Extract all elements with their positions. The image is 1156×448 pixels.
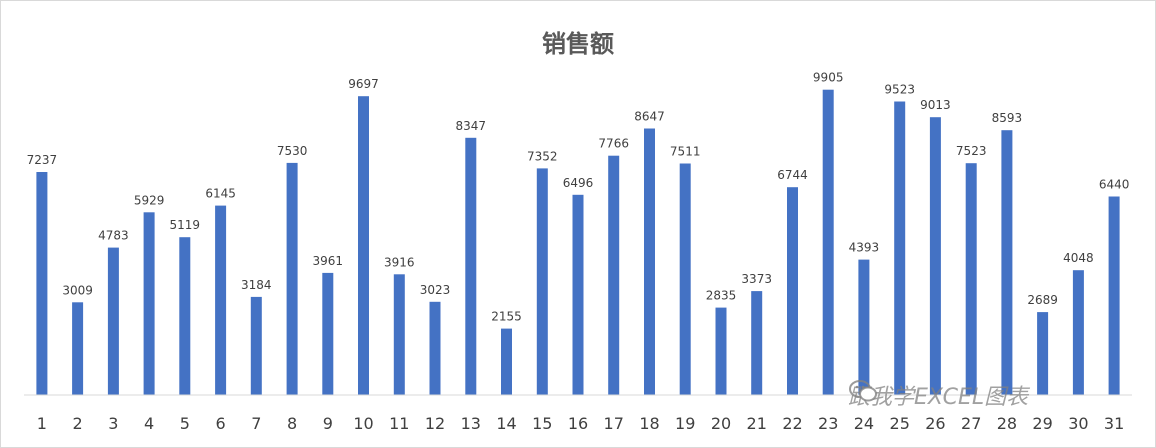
x-tick-30: 30 — [1068, 414, 1088, 433]
bar-2 — [72, 302, 84, 395]
x-tick-5: 5 — [180, 414, 190, 433]
x-tick-23: 23 — [818, 414, 838, 433]
x-tick-9: 9 — [323, 414, 333, 433]
bar-19 — [679, 163, 691, 395]
bar-28 — [1001, 130, 1013, 395]
data-label-13: 8347 — [456, 119, 487, 133]
data-label-25: 9523 — [884, 83, 915, 97]
data-label-11: 3916 — [384, 255, 415, 269]
x-tick-10: 10 — [353, 414, 373, 433]
bar-3 — [107, 247, 119, 395]
data-label-6: 6145 — [205, 187, 236, 201]
x-tick-18: 18 — [639, 414, 659, 433]
x-tick-31: 31 — [1104, 414, 1124, 433]
data-label-15: 7352 — [527, 149, 558, 163]
data-label-20: 2835 — [706, 289, 737, 303]
x-tick-16: 16 — [568, 414, 588, 433]
chart-title: 销售额 — [542, 30, 614, 58]
bar-25 — [894, 101, 906, 395]
bar-31 — [1108, 196, 1120, 395]
x-tick-15: 15 — [532, 414, 552, 433]
bar-5 — [179, 237, 191, 395]
x-tick-19: 19 — [675, 414, 695, 433]
data-label-26: 9013 — [920, 98, 951, 112]
data-label-14: 2155 — [491, 310, 522, 324]
data-label-18: 8647 — [634, 110, 665, 124]
x-tick-28: 28 — [997, 414, 1017, 433]
data-label-22: 6744 — [777, 168, 808, 182]
data-label-8: 7530 — [277, 144, 308, 158]
bars-group — [36, 89, 1120, 396]
data-label-24: 4393 — [849, 241, 880, 255]
x-tick-7: 7 — [251, 414, 261, 433]
x-tick-12: 12 — [425, 414, 445, 433]
bar-12 — [429, 301, 441, 395]
data-label-12: 3023 — [420, 283, 451, 297]
x-tick-11: 11 — [389, 414, 409, 433]
x-tick-26: 26 — [925, 414, 945, 433]
x-axis-ticks-group: 1 2 3 4 5 6 7 8 9 10 11 12 13 14 15 16 17 18 19 20 21 22 23 24 2… — [37, 414, 1124, 433]
x-tick-14: 14 — [496, 414, 516, 433]
x-tick-3: 3 — [108, 414, 118, 433]
data-label-16: 6496 — [563, 176, 594, 190]
data-label-3: 4783 — [98, 229, 129, 243]
bar-14 — [501, 328, 512, 395]
x-tick-27: 27 — [961, 414, 981, 433]
bar-17 — [608, 155, 620, 395]
data-label-4: 5929 — [134, 193, 165, 207]
data-label-10: 9697 — [348, 77, 379, 91]
bar-13 — [465, 137, 477, 396]
bar-9 — [322, 272, 334, 395]
bar-21 — [751, 291, 763, 395]
bar-15 — [536, 168, 548, 395]
data-label-21: 3373 — [741, 272, 772, 286]
bar-23 — [822, 89, 834, 395]
x-tick-8: 8 — [287, 414, 297, 433]
bar-20 — [715, 307, 727, 395]
data-labels-group: 7237 3009 4783 5929 5119 6145 3184 7530 3961 9697… — [27, 71, 1130, 324]
x-tick-25: 25 — [890, 414, 910, 433]
data-label-19: 7511 — [670, 145, 701, 159]
bar-24 — [858, 259, 870, 395]
data-label-9: 3961 — [313, 254, 344, 268]
x-tick-1: 1 — [37, 414, 47, 433]
x-tick-24: 24 — [854, 414, 874, 433]
bar-4 — [143, 212, 155, 395]
data-label-17: 7766 — [598, 137, 629, 151]
data-label-5: 5119 — [170, 218, 201, 232]
x-tick-2: 2 — [73, 414, 83, 433]
data-label-30: 4048 — [1063, 251, 1094, 265]
bar-16 — [572, 194, 584, 395]
data-label-28: 8593 — [992, 111, 1023, 125]
data-label-27: 7523 — [956, 144, 987, 158]
data-label-1: 7237 — [27, 153, 58, 167]
data-label-2: 3009 — [62, 283, 93, 297]
bar-30 — [1072, 270, 1084, 395]
data-label-7: 3184 — [241, 278, 272, 292]
x-tick-4: 4 — [144, 414, 154, 433]
data-label-23: 9905 — [813, 71, 844, 85]
x-tick-6: 6 — [216, 414, 226, 433]
x-tick-21: 21 — [747, 414, 767, 433]
bar-1 — [36, 172, 48, 395]
bar-29 — [1037, 312, 1049, 395]
bar-8 — [286, 162, 298, 395]
bar-18 — [644, 128, 655, 395]
x-tick-13: 13 — [461, 414, 481, 433]
data-label-29: 2689 — [1027, 293, 1058, 307]
x-tick-29: 29 — [1032, 414, 1052, 433]
data-label-31: 6440 — [1099, 178, 1130, 192]
bar-22 — [787, 187, 798, 395]
x-tick-20: 20 — [711, 414, 731, 433]
x-tick-17: 17 — [604, 414, 624, 433]
x-tick-22: 22 — [782, 414, 802, 433]
bar-6 — [215, 205, 227, 395]
bar-26 — [929, 117, 941, 395]
bar-7 — [250, 296, 262, 395]
bar-11 — [393, 274, 405, 395]
bar-10 — [358, 96, 369, 395]
bar-27 — [965, 163, 977, 395]
